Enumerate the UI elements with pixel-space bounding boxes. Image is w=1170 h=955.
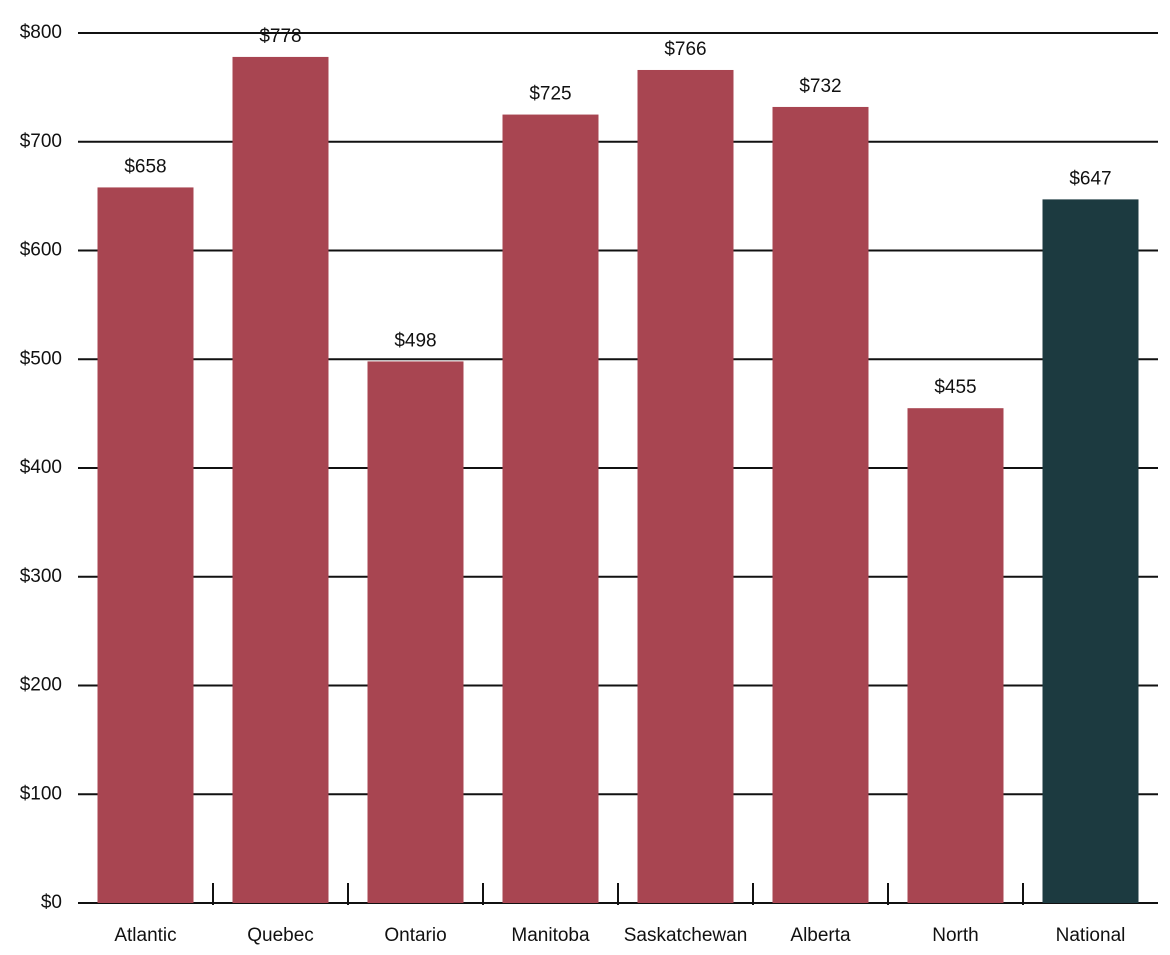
- y-tick-label: $400: [20, 457, 62, 478]
- bar: [502, 114, 599, 903]
- y-tick-label: $0: [41, 892, 62, 913]
- bar: [1042, 199, 1139, 903]
- value-label: $778: [259, 26, 301, 47]
- x-tick-label: National: [1056, 925, 1126, 946]
- y-tick-label: $800: [20, 22, 62, 43]
- bar: [367, 361, 464, 903]
- x-tick-label: Manitoba: [511, 925, 590, 946]
- value-label: $732: [799, 76, 841, 97]
- x-tick-label: Ontario: [384, 925, 446, 946]
- bar: [637, 69, 734, 904]
- bar: [772, 106, 869, 903]
- y-tick-label: $600: [20, 240, 62, 261]
- x-tick-label: North: [932, 925, 978, 946]
- y-tick-label: $300: [20, 566, 62, 587]
- y-tick-label: $200: [20, 675, 62, 696]
- value-label: $725: [529, 84, 571, 105]
- x-tick-label: Atlantic: [114, 925, 176, 946]
- bar: [907, 408, 1004, 903]
- value-label: $766: [664, 39, 706, 60]
- x-tick-label: Quebec: [247, 925, 314, 946]
- x-tick-label: Alberta: [790, 925, 851, 946]
- value-label: $455: [934, 377, 976, 398]
- bar: [232, 56, 329, 904]
- value-label: $647: [1069, 168, 1111, 189]
- y-tick-label: $500: [20, 348, 62, 369]
- value-label: $498: [394, 330, 436, 351]
- value-label: $658: [124, 156, 166, 177]
- y-tick-label: $700: [20, 131, 62, 152]
- bar: [97, 187, 194, 904]
- x-tick-label: Saskatchewan: [624, 925, 748, 946]
- y-tick-label: $100: [20, 783, 62, 804]
